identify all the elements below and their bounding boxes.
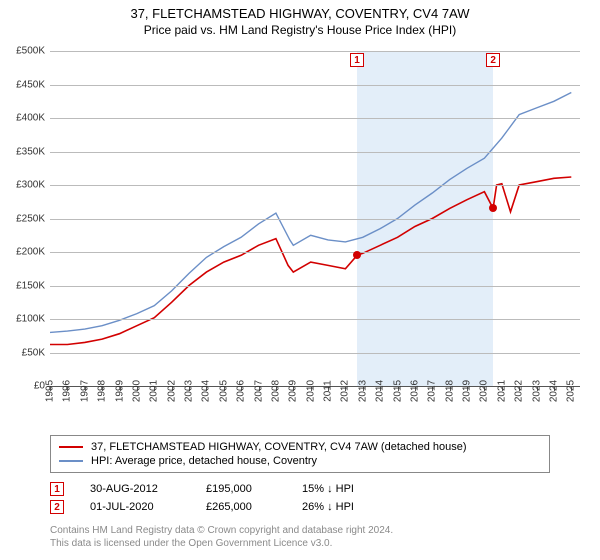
legend-row: HPI: Average price, detached house, Cove… — [59, 454, 541, 468]
x-tick-label: 1998 — [97, 380, 108, 402]
y-tick-label: £350K — [16, 146, 45, 157]
chart-container: £0 £50K £100K £150K £200K £250K £300K £350K £400… — [0, 41, 600, 426]
x-tick-label: 2001 — [149, 380, 160, 402]
x-tick-label: 2000 — [131, 380, 142, 402]
sale-price: £195,000 — [206, 483, 276, 495]
x-tick-label: 2019 — [462, 380, 473, 402]
legend-label: HPI: Average price, detached house, Cove… — [91, 455, 317, 467]
y-tick-label: £0 — [34, 381, 45, 392]
sale-date: 30-AUG-2012 — [90, 483, 180, 495]
grid-line — [50, 252, 580, 253]
y-tick-label: £250K — [16, 213, 45, 224]
footer-line2: This data is licensed under the Open Gov… — [50, 537, 393, 550]
sale-row-marker: 2 — [50, 500, 64, 514]
legend-box: 37, FLETCHAMSTEAD HIGHWAY, COVENTRY, CV4… — [50, 435, 550, 473]
x-tick-label: 2007 — [253, 380, 264, 402]
x-tick-label: 2017 — [427, 380, 438, 402]
sale-date: 01-JUL-2020 — [90, 501, 180, 513]
legend-swatch — [59, 446, 83, 448]
grid-line — [50, 353, 580, 354]
legend-row: 37, FLETCHAMSTEAD HIGHWAY, COVENTRY, CV4… — [59, 440, 541, 454]
x-tick-label: 2004 — [201, 380, 212, 402]
legend-label: 37, FLETCHAMSTEAD HIGHWAY, COVENTRY, CV4… — [91, 441, 467, 453]
y-tick-label: £150K — [16, 280, 45, 291]
y-tick-label: £450K — [16, 79, 45, 90]
x-tick-label: 1997 — [79, 380, 90, 402]
x-tick-label: 2025 — [566, 380, 577, 402]
sales-table: 1 30-AUG-2012 £195,000 15% ↓ HPI 2 01-JUL-202… — [50, 480, 392, 516]
grid-line — [50, 51, 580, 52]
grid-line — [50, 219, 580, 220]
x-tick-label: 2021 — [496, 380, 507, 402]
x-tick-label: 2015 — [392, 380, 403, 402]
y-tick-label: £300K — [16, 180, 45, 191]
grid-line — [50, 319, 580, 320]
x-tick-label: 2010 — [305, 380, 316, 402]
plot-area — [50, 51, 580, 386]
x-tick-label: 1996 — [62, 380, 73, 402]
grid-line — [50, 185, 580, 186]
x-tick-label: 2008 — [270, 380, 281, 402]
x-tick-label: 1995 — [45, 380, 56, 402]
x-tick-label: 2016 — [409, 380, 420, 402]
sale-point — [353, 251, 361, 259]
footer-line1: Contains HM Land Registry data © Crown c… — [50, 524, 393, 537]
legend-swatch — [59, 460, 83, 462]
grid-line — [50, 152, 580, 153]
chart-subtitle: Price paid vs. HM Land Registry's House … — [0, 21, 600, 41]
x-tick-label: 2006 — [236, 380, 247, 402]
x-tick-label: 2013 — [357, 380, 368, 402]
y-tick-label: £50K — [22, 347, 45, 358]
grid-line — [50, 286, 580, 287]
x-tick-label: 2023 — [531, 380, 542, 402]
sale-marker-box: 2 — [486, 53, 500, 67]
x-tick-label: 2011 — [323, 380, 334, 402]
chart-title: 37, FLETCHAMSTEAD HIGHWAY, COVENTRY, CV4… — [0, 0, 600, 21]
y-tick-label: £100K — [16, 314, 45, 325]
x-tick-label: 2018 — [444, 380, 455, 402]
x-tick-label: 2024 — [548, 380, 559, 402]
x-tick-label: 2020 — [479, 380, 490, 402]
grid-line — [50, 118, 580, 119]
sale-row-marker: 1 — [50, 482, 64, 496]
x-tick-label: 2009 — [288, 380, 299, 402]
x-tick-label: 2012 — [340, 380, 351, 402]
grid-line — [50, 85, 580, 86]
sale-row: 1 30-AUG-2012 £195,000 15% ↓ HPI — [50, 480, 392, 498]
x-tick-label: 2003 — [184, 380, 195, 402]
sale-point — [489, 204, 497, 212]
sale-row: 2 01-JUL-2020 £265,000 26% ↓ HPI — [50, 498, 392, 516]
y-tick-label: £400K — [16, 113, 45, 124]
x-tick-label: 2014 — [375, 380, 386, 402]
sale-marker-box: 1 — [350, 53, 364, 67]
sale-price: £265,000 — [206, 501, 276, 513]
footer-attribution: Contains HM Land Registry data © Crown c… — [50, 524, 393, 550]
x-tick-label: 2002 — [166, 380, 177, 402]
y-tick-label: £500K — [16, 46, 45, 57]
series-line — [50, 93, 571, 333]
x-tick-label: 2022 — [514, 380, 525, 402]
sale-diff: 26% ↓ HPI — [302, 501, 392, 513]
sale-diff: 15% ↓ HPI — [302, 483, 392, 495]
x-tick-label: 2005 — [218, 380, 229, 402]
y-tick-label: £200K — [16, 247, 45, 258]
x-tick-label: 1999 — [114, 380, 125, 402]
